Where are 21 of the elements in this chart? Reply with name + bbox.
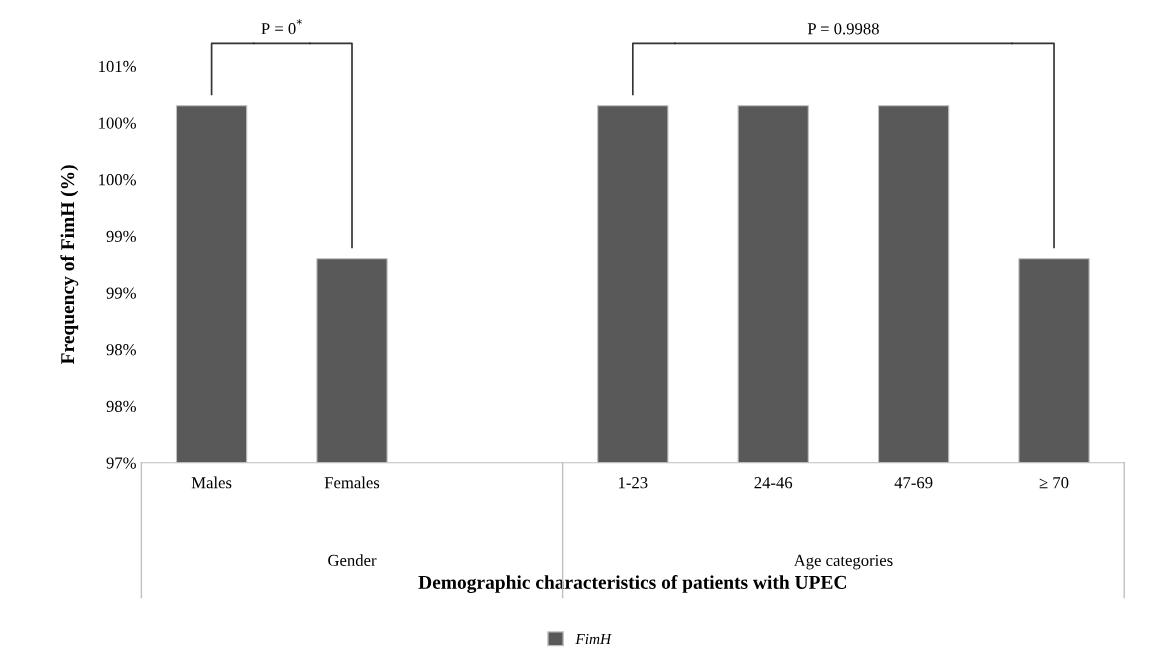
y-tick-label: 98% bbox=[106, 344, 136, 356]
text: P = 0$^{*}$ bbox=[261, 19, 302, 35]
x-tick-label: Females bbox=[324, 476, 380, 489]
text: P = 0.9988 bbox=[807, 23, 879, 35]
x-tick-label: 1-23 bbox=[619, 477, 648, 489]
y-tick-label: 101% bbox=[99, 60, 136, 73]
x-tick-label: Males bbox=[191, 476, 232, 489]
y-tick-label: 100% bbox=[99, 174, 136, 186]
legend-label: FimH bbox=[575, 633, 612, 644]
x-tick-label: 24-46 bbox=[754, 477, 793, 489]
y-tick-label: 100% bbox=[99, 117, 136, 129]
y-tick-label: 99% bbox=[106, 230, 136, 243]
y-axis-title: Frequency of FimH (%) bbox=[60, 165, 79, 365]
x-axis-title: Demographic characteristics of patients with UPEC bbox=[418, 575, 846, 594]
y-tick-label: 99% bbox=[106, 287, 136, 299]
x-tick-label: ≥ 70 bbox=[1039, 477, 1069, 489]
text: Gender bbox=[328, 554, 377, 567]
x-tick-label: 47-69 bbox=[894, 477, 933, 489]
y-tick-label: 97% bbox=[106, 457, 136, 469]
y-tick-label: 98% bbox=[106, 400, 136, 413]
text: Age categories bbox=[793, 554, 893, 570]
